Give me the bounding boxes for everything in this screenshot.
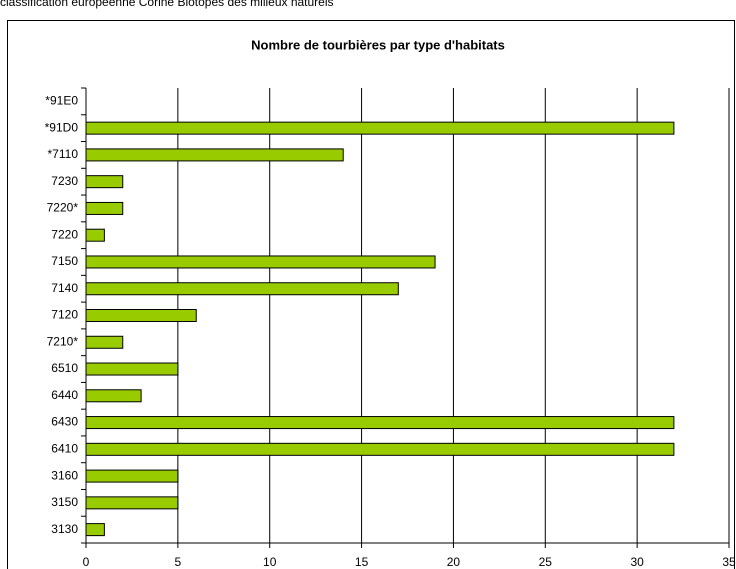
bar <box>85 469 179 483</box>
x-tick-label: 35 <box>722 555 736 569</box>
bar <box>85 255 436 269</box>
chart-title: Nombre de tourbières par type d'habitats <box>251 37 505 52</box>
bar <box>85 389 142 403</box>
bar <box>85 148 344 162</box>
x-tick-label: 20 <box>447 555 461 569</box>
y-tick-label: 3150 <box>51 495 78 509</box>
x-tick-label: 5 <box>175 555 182 569</box>
bar <box>85 496 179 510</box>
y-tick-label: 7230 <box>51 174 78 188</box>
x-tick-label: 30 <box>630 555 644 569</box>
bar <box>85 228 105 242</box>
y-tick-label: *91E0 <box>45 94 78 108</box>
y-tick-label: 7140 <box>51 281 78 295</box>
y-tick-label: 6430 <box>51 415 78 429</box>
bar <box>85 282 399 296</box>
bar <box>85 121 675 135</box>
y-tick-label: 7220 <box>51 227 78 241</box>
y-tick-label: 6510 <box>51 361 78 375</box>
x-tick-label: 0 <box>83 555 90 569</box>
bar <box>85 442 675 456</box>
bar <box>85 335 124 349</box>
y-tick-label: 7150 <box>51 254 78 268</box>
bar <box>85 175 124 189</box>
bar <box>85 201 124 215</box>
x-tick-label: 25 <box>539 555 553 569</box>
y-tick-label: 7210* <box>47 334 79 348</box>
x-tick-label: 10 <box>263 555 277 569</box>
y-tick-label: 6410 <box>51 441 78 455</box>
y-tick-label: *7110 <box>48 147 79 161</box>
y-tick-label: 7120 <box>51 308 78 322</box>
bar <box>85 362 179 376</box>
caption: classification européenne Corine Biotope… <box>0 0 334 9</box>
x-tick-label: 15 <box>355 555 369 569</box>
y-tick-label: 6440 <box>51 388 78 402</box>
y-tick-label: 3160 <box>51 468 78 482</box>
bar <box>85 416 675 430</box>
bar <box>85 523 105 537</box>
y-tick-label: *91D0 <box>45 120 79 134</box>
y-tick-label: 3130 <box>51 522 78 536</box>
bar <box>85 309 197 322</box>
y-tick-label: 7220* <box>47 201 79 215</box>
